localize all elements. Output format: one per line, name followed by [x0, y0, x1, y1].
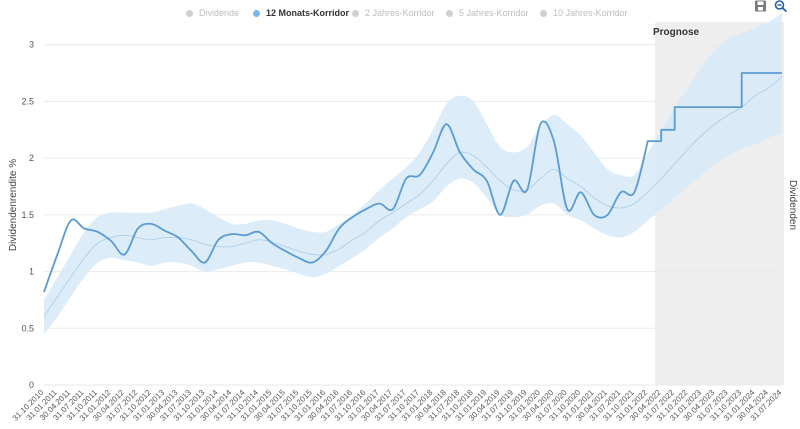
- save-icon[interactable]: [753, 0, 769, 12]
- legend-label: Dividende: [199, 8, 240, 18]
- zoom-icon[interactable]: [773, 0, 789, 12]
- grid-lines: [44, 44, 782, 386]
- average-line: [43, 76, 783, 318]
- legend-label: 2 Jahres-Korridor: [365, 8, 435, 18]
- legend-item-2-jahres-korridor[interactable]: 2 Jahres-Korridor: [352, 8, 435, 18]
- y-tick-label: 0.5: [21, 323, 34, 333]
- corridor-band: [44, 12, 782, 335]
- legend-item-12-monats-korridor[interactable]: 12 Monats-Korridor: [253, 8, 349, 18]
- legend-dot-icon: [446, 9, 453, 17]
- legend-dot-icon: [253, 9, 260, 17]
- y-tick-label: 1.5: [21, 210, 34, 220]
- y-tick-label: 2: [29, 153, 34, 163]
- y-tick-label: 3: [29, 40, 34, 50]
- legend-label: 5 Jahres-Korridor: [459, 8, 529, 18]
- y-tick-label: 1: [29, 267, 34, 277]
- x-axis-ticks: 31.10.201031.01.201130.04.201131.07.2011…: [11, 388, 784, 423]
- legend-label: 12 Monats-Korridor: [266, 8, 350, 18]
- legend-dot-icon: [352, 9, 359, 17]
- chart-toolbar: [753, 0, 789, 12]
- legend-item-10-jahres-korridor[interactable]: 10 Jahres-Korridor: [540, 8, 628, 18]
- forecast-label: Prognose: [653, 27, 700, 38]
- y-tick-label: 0: [29, 380, 34, 390]
- legend-label: 10 Jahres-Korridor: [553, 8, 628, 18]
- y-tick-label: 2.5: [21, 96, 34, 106]
- legend-item-5-jahres-korridor[interactable]: 5 Jahres-Korridor: [446, 8, 529, 18]
- y-axis-label: Dividendenrendite %: [8, 159, 19, 251]
- right-axis-label: Dividenden: [787, 180, 798, 230]
- legend-dot-icon: [540, 9, 547, 17]
- legend-dot-icon: [186, 9, 193, 17]
- yield-line: [43, 72, 782, 293]
- chart-legend: Dividende 12 Monats-Korridor 2 Jahres-Ko…: [0, 6, 800, 24]
- legend-item-dividende[interactable]: Dividende: [186, 8, 239, 18]
- y-axis-ticks: 0 0.5 1 1.5 2 2.5 3: [21, 40, 34, 390]
